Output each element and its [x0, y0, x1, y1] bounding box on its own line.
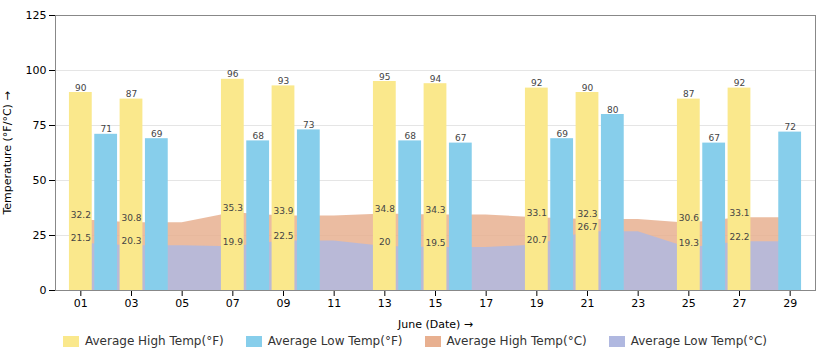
- svg-text:21: 21: [581, 297, 595, 310]
- svg-text:69: 69: [556, 129, 568, 139]
- svg-text:23: 23: [631, 297, 645, 310]
- html-text:Average Low Temp(°F): Average Low Temp(°F): [267, 334, 403, 348]
- html-text:Average High Temp(°F): Average High Temp(°F): [85, 334, 224, 348]
- svg-text:June (Date) →: June (Date) →: [397, 318, 473, 331]
- svg-text:0: 0: [40, 284, 47, 297]
- svg-text:19: 19: [530, 297, 544, 310]
- svg-text:125: 125: [26, 9, 47, 22]
- svg-text:96: 96: [227, 69, 239, 79]
- svg-text:67: 67: [455, 133, 466, 143]
- svg-text:87: 87: [126, 89, 137, 99]
- svg-text:68: 68: [252, 131, 264, 141]
- svg-text:15: 15: [429, 297, 443, 310]
- svg-text:01: 01: [74, 297, 88, 310]
- svg-text:87: 87: [683, 89, 694, 99]
- svg-text:25: 25: [682, 297, 696, 310]
- svg-text:92: 92: [734, 78, 745, 88]
- svg-text:21.5: 21.5: [71, 233, 91, 243]
- html-text:Average High Temp(°C): Average High Temp(°C): [446, 334, 587, 348]
- svg-text:90: 90: [582, 83, 594, 93]
- svg-text:13: 13: [378, 297, 392, 310]
- svg-text:09: 09: [277, 297, 291, 310]
- svg-text:71: 71: [100, 124, 111, 134]
- svg-text:100: 100: [26, 64, 47, 77]
- svg-text:33.9: 33.9: [273, 206, 293, 216]
- svg-text:22.5: 22.5: [273, 231, 293, 241]
- svg-text:20.3: 20.3: [121, 236, 141, 246]
- svg-text:07: 07: [226, 297, 240, 310]
- svg-text:29: 29: [783, 297, 797, 310]
- svg-text:27: 27: [733, 297, 747, 310]
- svg-text:26.7: 26.7: [577, 222, 597, 232]
- svg-text:75: 75: [33, 119, 47, 132]
- svg-text:30.6: 30.6: [679, 213, 699, 223]
- svg-text:30.8: 30.8: [121, 213, 141, 223]
- svg-text:67: 67: [708, 133, 719, 143]
- html-text:Average Low Temp(°C): Average Low Temp(°C): [630, 334, 767, 348]
- svg-text:20: 20: [379, 237, 391, 247]
- svg-text:33.1: 33.1: [527, 208, 547, 218]
- svg-text:35.3: 35.3: [223, 203, 243, 213]
- svg-text:69: 69: [151, 129, 163, 139]
- svg-text:95: 95: [379, 72, 390, 82]
- svg-text:50: 50: [33, 174, 47, 187]
- svg-text:68: 68: [404, 131, 416, 141]
- svg-text:Temperature (°F/°C) →: Temperature (°F/°C) →: [1, 91, 14, 215]
- svg-text:80: 80: [607, 105, 619, 115]
- svg-text:92: 92: [531, 78, 542, 88]
- svg-text:72: 72: [784, 122, 795, 132]
- svg-text:34.3: 34.3: [425, 205, 445, 215]
- svg-text:32.2: 32.2: [71, 210, 91, 220]
- svg-text:11: 11: [327, 297, 341, 310]
- svg-text:19.5: 19.5: [425, 238, 445, 248]
- svg-text:22.2: 22.2: [729, 232, 749, 242]
- svg-text:03: 03: [125, 297, 139, 310]
- svg-text:32.3: 32.3: [577, 209, 597, 219]
- svg-text:17: 17: [479, 297, 493, 310]
- svg-text:05: 05: [175, 297, 189, 310]
- svg-text:25: 25: [33, 229, 47, 242]
- svg-text:93: 93: [278, 76, 289, 86]
- svg-text:90: 90: [75, 83, 87, 93]
- svg-text:33.1: 33.1: [729, 208, 749, 218]
- svg-text:73: 73: [303, 120, 314, 130]
- svg-text:34.8: 34.8: [375, 204, 395, 214]
- svg-text:94: 94: [430, 74, 442, 84]
- svg-text:19.3: 19.3: [679, 238, 699, 248]
- svg-text:20.7: 20.7: [527, 235, 547, 245]
- svg-text:19.9: 19.9: [223, 237, 243, 247]
